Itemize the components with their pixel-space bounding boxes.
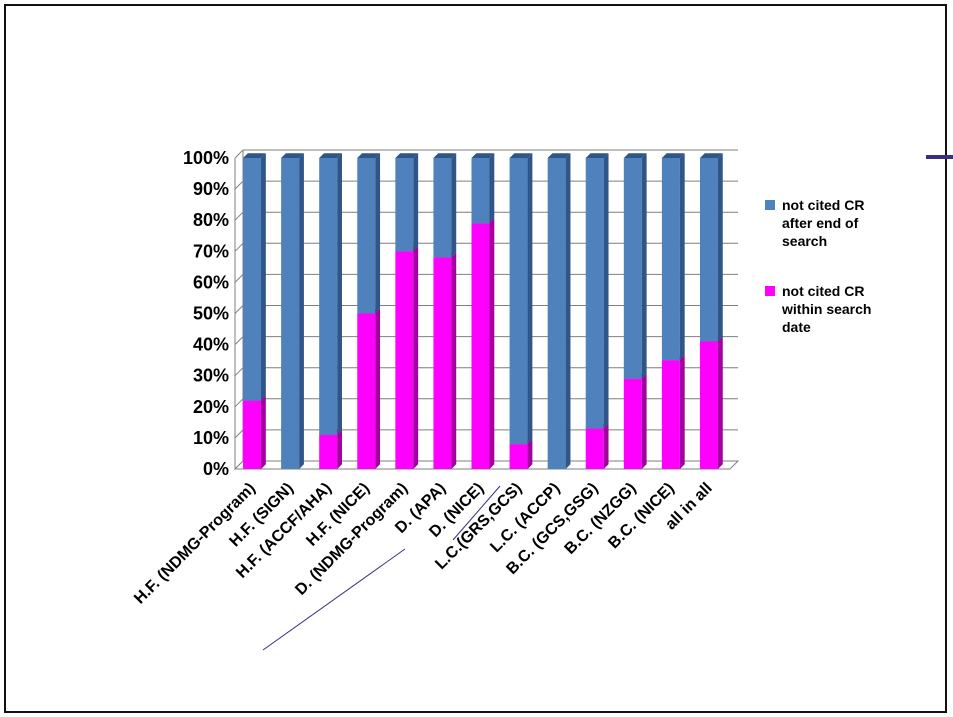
bar-after-end-side xyxy=(527,153,533,445)
bar-after-end-top xyxy=(699,153,723,158)
bar-after-end-side xyxy=(337,153,342,435)
bar-within-date-side xyxy=(603,423,609,469)
bar-within-date-side xyxy=(717,336,723,469)
accent-bar xyxy=(926,155,953,159)
y-tick-label: 30% xyxy=(193,366,229,386)
bar-within-date xyxy=(623,378,642,469)
bar-after-end-side xyxy=(565,153,571,469)
bar-after-end xyxy=(585,158,604,429)
bar-within-date-side xyxy=(527,439,533,469)
bar-within-date xyxy=(585,428,604,469)
bar-after-end xyxy=(433,158,452,258)
bar-within-date xyxy=(357,313,376,469)
bar-after-end-top xyxy=(509,153,533,158)
decor-line xyxy=(262,548,406,651)
bar-after-end-top xyxy=(471,153,495,158)
bar-within-date-side xyxy=(641,374,647,469)
gridline-side xyxy=(234,149,244,159)
y-tick-label: 0% xyxy=(203,459,229,479)
bar-after-end xyxy=(509,158,528,445)
bar-after-end-side xyxy=(375,153,381,314)
bar-after-end xyxy=(661,158,680,361)
bar-within-date-side xyxy=(261,395,266,469)
y-tick-label: 50% xyxy=(193,304,229,324)
decor-line xyxy=(452,485,501,541)
bar-after-end-top xyxy=(243,153,266,158)
legend-item-after-end: not cited CR after end of search xyxy=(765,196,935,250)
bar-within-date xyxy=(509,444,528,469)
bar-after-end xyxy=(471,158,490,224)
y-tick-label: 80% xyxy=(193,210,229,230)
bar-after-end-side xyxy=(451,153,457,258)
gridline-side xyxy=(234,336,244,345)
y-tick-label: 60% xyxy=(193,272,229,292)
bar-after-end-top xyxy=(395,153,419,158)
bar-after-end xyxy=(699,158,718,342)
legend-swatch-after-end xyxy=(765,200,775,210)
bar-after-end xyxy=(623,158,642,379)
bar-within-date-side xyxy=(679,355,685,469)
gridline-side xyxy=(234,305,244,314)
bar-after-end-side xyxy=(679,153,685,361)
gridline-side xyxy=(234,367,244,377)
bar-after-end xyxy=(319,158,338,435)
bar-within-date xyxy=(319,434,338,469)
bar-within-date-side xyxy=(413,246,419,469)
y-tick-label: 70% xyxy=(193,241,229,261)
bar-after-end-top xyxy=(585,153,609,158)
bar-after-end-side xyxy=(641,153,647,379)
legend-swatch-within-date xyxy=(765,286,775,296)
legend-item-within-date: not cited CR within search date xyxy=(765,282,935,336)
bar-within-date xyxy=(243,400,262,469)
bar-within-date xyxy=(433,257,452,469)
y-tick-label: 10% xyxy=(193,428,229,448)
bar-after-end-top xyxy=(357,153,381,158)
bar-after-end-top xyxy=(547,153,571,158)
bar-after-end-top xyxy=(661,153,685,158)
gridline-side xyxy=(234,211,244,221)
bar-after-end-top xyxy=(281,153,304,158)
bar-within-date xyxy=(661,360,680,469)
gridline-side xyxy=(234,398,244,408)
y-tick-label: 90% xyxy=(193,179,229,199)
bar-after-end-top xyxy=(623,153,647,158)
bar-after-end-side xyxy=(299,153,304,469)
bar-after-end-side xyxy=(489,153,495,224)
bar-after-end xyxy=(281,158,300,469)
bar-within-date xyxy=(395,251,414,469)
y-tick-label: 20% xyxy=(193,397,229,417)
y-tick-label: 40% xyxy=(193,335,229,355)
bar-after-end-top xyxy=(433,153,457,158)
bar-within-date-side xyxy=(375,308,381,469)
bar-after-end-side xyxy=(261,153,266,401)
bar-after-end xyxy=(357,158,376,314)
bar-after-end-side xyxy=(717,153,723,342)
bar-after-end xyxy=(395,158,414,252)
bar-after-end-side xyxy=(603,153,609,429)
bar-within-date xyxy=(699,341,718,469)
bar-within-date-side xyxy=(489,218,495,469)
bar-after-end xyxy=(547,158,566,469)
bar-within-date-side xyxy=(337,429,342,469)
y-tick-label: 100% xyxy=(183,148,229,168)
legend-label-within-date: not cited CR within search date xyxy=(782,283,872,335)
gridline-side xyxy=(234,274,244,283)
bar-after-end-top xyxy=(319,153,342,158)
legend-label-after-end: not cited CR after end of search xyxy=(782,197,865,249)
legend: not cited CR after end of search not cit… xyxy=(765,196,935,368)
bar-within-date-side xyxy=(451,252,457,469)
gridline-side xyxy=(234,242,244,252)
bar-after-end xyxy=(243,158,262,401)
gridline-side xyxy=(234,180,244,190)
bar-within-date xyxy=(471,223,490,469)
gridline-side xyxy=(234,429,244,439)
bar-after-end-side xyxy=(413,153,419,252)
